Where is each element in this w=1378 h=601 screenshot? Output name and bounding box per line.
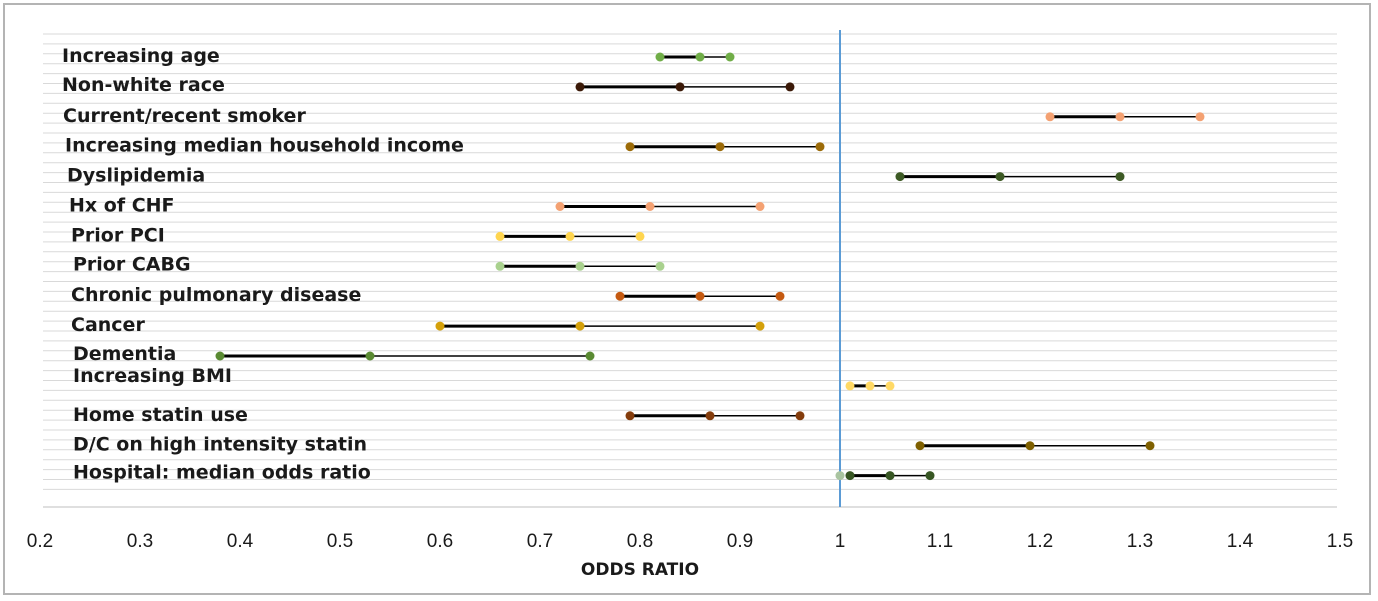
ci-upper-point: [1195, 112, 1205, 122]
category-label: Prior CABG: [73, 253, 191, 275]
forest-row: [615, 291, 785, 301]
ci-upper-point: [585, 351, 595, 361]
x-tick-label: 0.4: [227, 531, 254, 552]
estimate-point: [695, 52, 705, 62]
category-label: Hx of CHF: [69, 195, 175, 217]
forest-row: [625, 411, 805, 421]
ci-upper-point: [755, 321, 765, 331]
category-label: Current/recent smoker: [63, 105, 306, 127]
estimate-point: [365, 351, 375, 361]
ci-lower-point: [1045, 112, 1055, 122]
ci-lower-point: [575, 82, 585, 92]
ci-lower-point: [915, 441, 925, 451]
category-label: D/C on high intensity statin: [73, 434, 367, 456]
x-tick-label: 0.3: [127, 531, 153, 552]
ci-upper-point: [785, 82, 795, 92]
category-label: Dementia: [73, 343, 176, 365]
category-labels: Increasing age Non-white race Current/rece…: [62, 45, 464, 484]
category-label: Prior PCI: [71, 224, 165, 246]
category-label: Non-white race: [62, 74, 225, 96]
ci-lower-point: [615, 291, 625, 301]
forest-row: [835, 471, 935, 481]
forest-row: [655, 52, 735, 62]
x-tick-label: 0.9: [727, 531, 753, 552]
category-label: Hospital: median odds ratio: [73, 462, 371, 484]
category-label: Increasing BMI: [73, 365, 232, 387]
forest-row: [625, 142, 825, 152]
ci-lower-point: [555, 202, 565, 211]
ci-lower-point: [845, 471, 855, 481]
x-tick-label: 1.4: [1227, 531, 1254, 552]
forest-row: [1045, 112, 1205, 122]
estimate-point: [715, 142, 725, 152]
ci-lower-point: [495, 261, 505, 271]
estimate-point: [645, 202, 655, 211]
estimate-point: [565, 231, 575, 241]
forest-row: [575, 82, 795, 92]
x-tick-label: 1.5: [1327, 531, 1353, 552]
ci-upper-point: [1145, 441, 1155, 451]
x-tick-label: 0.8: [627, 531, 653, 552]
estimate-point: [705, 411, 715, 421]
ci-upper-point: [795, 411, 805, 421]
ci-upper-point: [725, 52, 735, 62]
forest-row: [845, 381, 895, 391]
ci-upper-point: [655, 261, 665, 271]
ci-upper-point: [775, 291, 785, 301]
forest-row: [915, 441, 1155, 451]
forest-row: [215, 351, 595, 361]
ci-lower-point: [655, 52, 665, 62]
x-axis: 0.2 0.3 0.4 0.5 0.6 0.7 0.8 0.9 1 1.1 1.2 1.3 1.4 1.5: [27, 506, 1353, 552]
category-label: Cancer: [71, 314, 145, 336]
category-label: Home statin use: [73, 404, 248, 426]
category-label: Increasing age: [62, 45, 220, 67]
x-tick-label: 0.2: [27, 531, 53, 552]
forest-plot-chart: 0.2 0.3 0.4 0.5 0.6 0.7 0.8 0.9 1 1.1 1.2 1.3 1.4 1.5…: [27, 30, 1353, 580]
x-tick-label: 1.2: [1027, 531, 1053, 552]
ci-upper-point: [815, 142, 825, 152]
gridlines: [43, 33, 1337, 490]
ci-lower-point: [895, 172, 905, 182]
category-label: Increasing median household income: [65, 135, 464, 157]
forest-row: [895, 172, 1125, 182]
forest-row: [555, 202, 765, 211]
x-tick-label: 1.1: [927, 531, 953, 552]
data-rows: [215, 52, 1205, 481]
ci-upper-point: [635, 231, 645, 241]
ci-upper-point: [1115, 172, 1125, 182]
estimate-point: [865, 381, 875, 391]
ci-lower-point: [495, 231, 505, 241]
estimate-point: [1025, 441, 1035, 451]
estimate-point: [995, 172, 1005, 182]
category-label: Dyslipidemia: [67, 165, 205, 187]
x-axis-title: ODDS RATIO: [581, 560, 699, 580]
estimate-point: [695, 291, 705, 301]
ci-upper-point: [885, 381, 895, 391]
estimate-point: [675, 82, 685, 92]
ci-lower-point: [625, 142, 635, 152]
estimate-point: [885, 471, 895, 481]
estimate-point: [575, 321, 585, 331]
ci-upper-point: [755, 202, 765, 211]
forest-row: [435, 321, 765, 331]
x-tick-label: 0.6: [427, 531, 453, 552]
x-tick-label: 0.7: [527, 531, 553, 552]
ci-lower-point: [625, 411, 635, 421]
estimate-point: [1115, 112, 1125, 122]
x-tick-label: 0.5: [327, 531, 353, 552]
forest-row: [495, 261, 665, 271]
x-tick-label: 1.3: [1127, 531, 1153, 552]
ci-upper-point: [925, 471, 935, 481]
extra-point: [835, 471, 845, 481]
ci-lower-point: [845, 381, 855, 391]
chart-frame: 0.2 0.3 0.4 0.5 0.6 0.7 0.8 0.9 1 1.1 1.2 1.3 1.4 1.5…: [3, 3, 1371, 595]
ci-lower-point: [215, 351, 225, 361]
forest-row: [495, 231, 645, 241]
category-label: Chronic pulmonary disease: [71, 284, 361, 306]
estimate-point: [575, 261, 585, 271]
x-tick-label: 1: [835, 531, 846, 552]
ci-lower-point: [435, 321, 445, 331]
